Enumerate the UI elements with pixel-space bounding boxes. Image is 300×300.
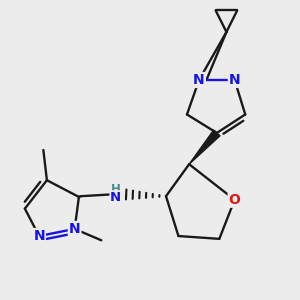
Polygon shape <box>189 130 220 164</box>
Text: N: N <box>229 73 240 87</box>
Text: N: N <box>193 73 205 87</box>
Text: O: O <box>229 193 241 207</box>
Text: H: H <box>111 183 121 196</box>
Text: N: N <box>33 229 45 243</box>
Text: N: N <box>69 222 80 236</box>
Text: N: N <box>110 191 121 204</box>
